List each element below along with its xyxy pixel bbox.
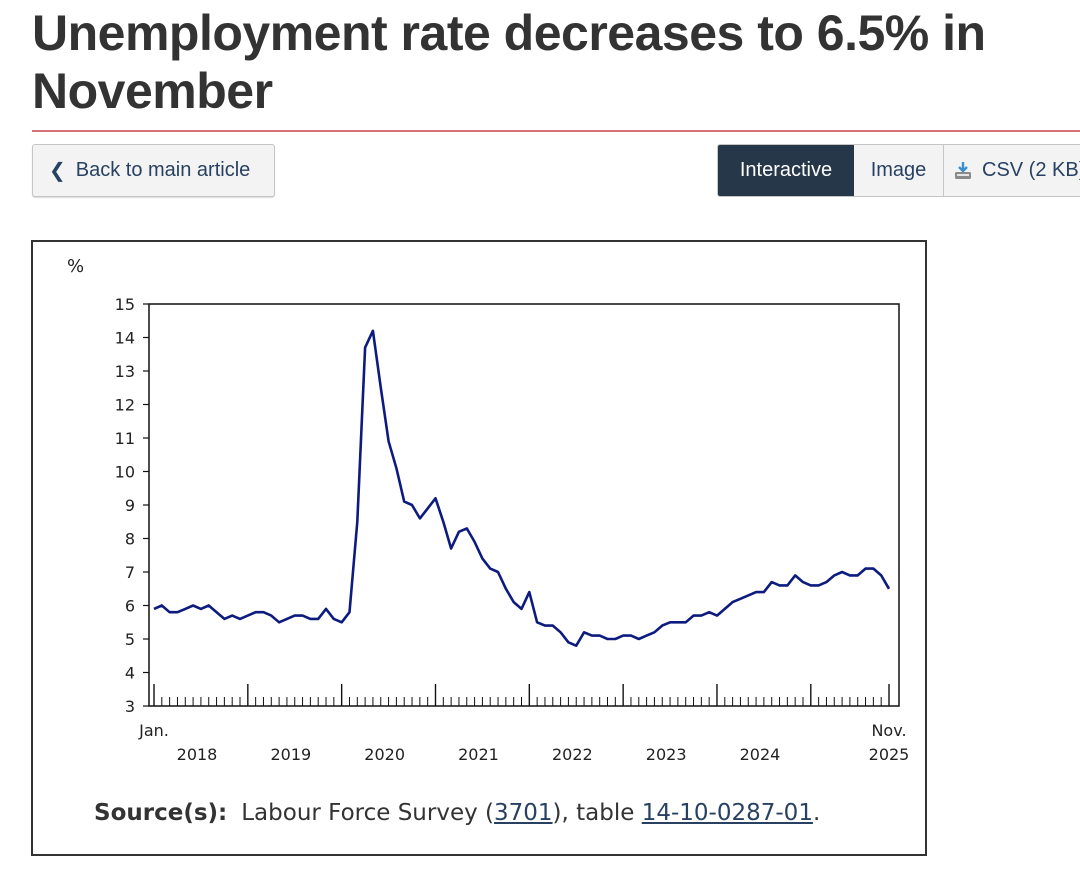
tab-interactive[interactable]: Interactive [718, 145, 854, 196]
plot-area-frame [148, 303, 900, 707]
source-middle: ), table [552, 800, 642, 826]
csv-tab-label: CSV (2 KB) [982, 159, 1080, 181]
y-tick-label: 8 [125, 530, 135, 549]
source-prefix: Labour Force Survey ( [241, 800, 494, 826]
x-year-label: 2021 [458, 745, 499, 764]
y-tick-label: 12 [115, 396, 135, 415]
x-year-label: 2020 [364, 745, 405, 764]
download-icon [955, 161, 971, 179]
chart-panel: % 3 4 5 6 7 8 9 10 11 12 13 14 15 Jan. Nov. 2018 2019 2020… [31, 240, 927, 856]
y-tick-label: 13 [115, 362, 135, 381]
tab-image[interactable]: Image [854, 145, 944, 196]
source-line: Source(s): Labour Force Survey (3701), ta… [94, 800, 820, 826]
unemployment-rate-line [153, 329, 891, 648]
x-year-label: 2023 [646, 745, 687, 764]
x-year-label: 2022 [552, 745, 593, 764]
x-year-label: 2025 [869, 745, 910, 764]
x-year-label: 2018 [177, 745, 218, 764]
y-tick-label: 6 [125, 597, 135, 616]
table-link[interactable]: 14-10-0287-01 [641, 800, 813, 826]
x-year-label: 2019 [270, 745, 311, 764]
x-year-label: 2024 [740, 745, 781, 764]
y-tick-label: 4 [125, 664, 135, 683]
y-tick-label: 7 [125, 563, 135, 582]
view-tabs: Interactive Image CSV (2 KB) [717, 144, 1080, 197]
title-divider [32, 130, 1080, 132]
y-tick-label: 5 [125, 630, 135, 649]
source-label: Source(s): [94, 800, 228, 826]
survey-3701-link[interactable]: 3701 [494, 800, 553, 826]
source-suffix: . [812, 800, 821, 826]
y-tick-label: 9 [125, 496, 135, 515]
back-to-main-article-button[interactable]: ❮ Back to main article [32, 144, 275, 197]
page-title: Unemployment rate decreases to 6.5% in N… [32, 5, 986, 119]
chevron-left-icon: ❮ [49, 160, 66, 182]
back-button-label: Back to main article [75, 159, 251, 181]
x-end-month-label: Nov. [871, 721, 906, 740]
y-tick-label: 3 [125, 697, 135, 716]
x-start-month-label: Jan. [138, 721, 169, 740]
tab-csv-download[interactable]: CSV (2 KB) [944, 145, 1080, 196]
y-tick-label: 14 [115, 329, 135, 348]
y-tick-label: 11 [115, 429, 135, 448]
y-tick-label: 15 [115, 295, 135, 314]
y-tick-label: 10 [115, 463, 135, 482]
y-axis-unit-label: % [67, 256, 84, 277]
unemployment-line-chart: % 3 4 5 6 7 8 9 10 11 12 13 14 15 Jan. Nov. 2018 2019 2020… [67, 256, 910, 764]
